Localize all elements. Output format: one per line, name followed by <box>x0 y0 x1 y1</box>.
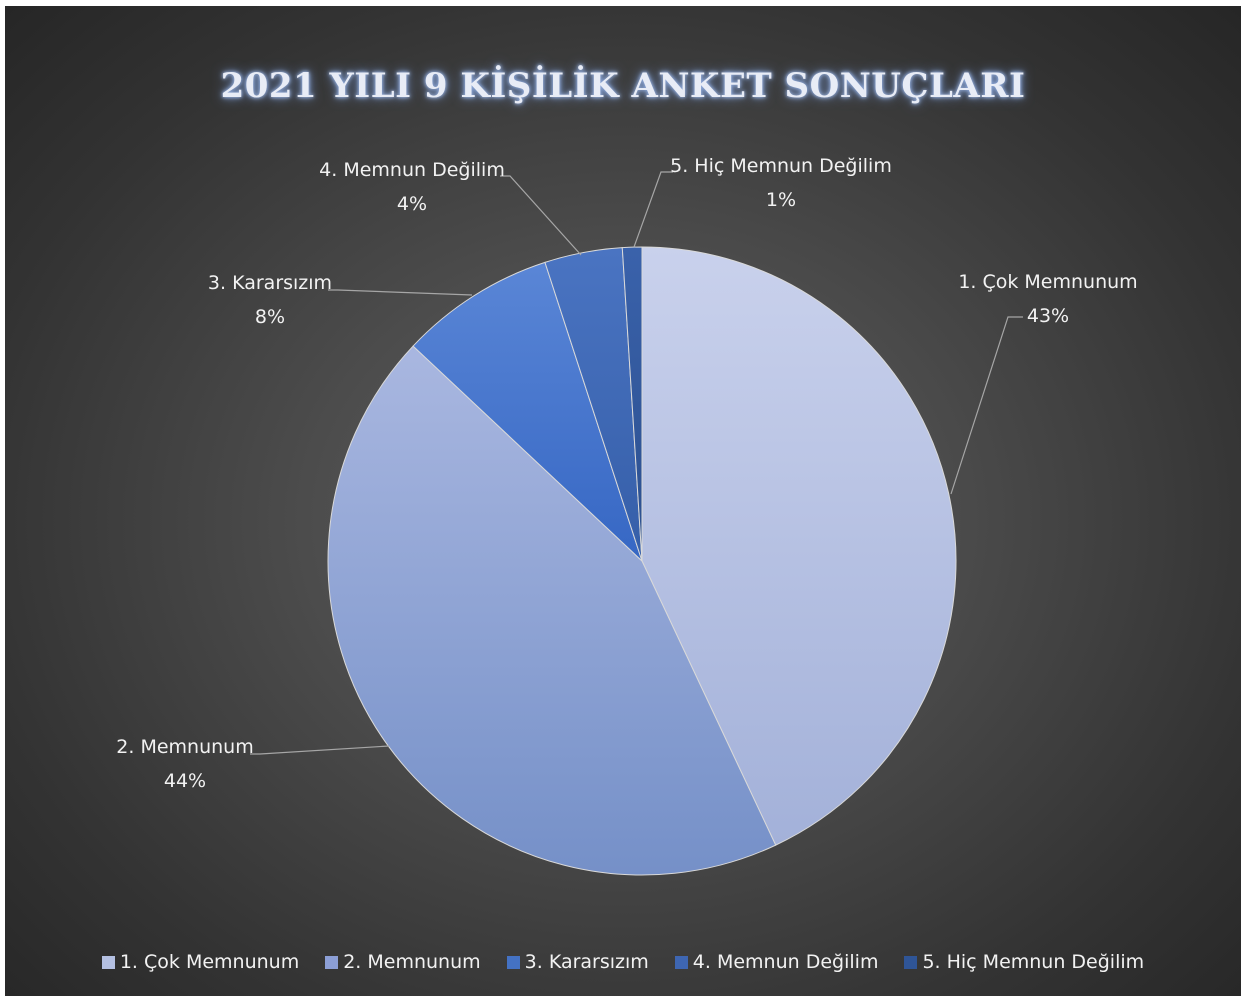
legend-label-1: 1. Çok Memnunum <box>119 951 300 973</box>
legend-label-3: 3. Kararsızım <box>524 951 649 973</box>
data-label-value-3: 8% <box>255 306 285 328</box>
data-label-value-2: 44% <box>164 770 206 792</box>
data-label-value-1: 43% <box>1027 305 1069 327</box>
data-label-category-4: 4. Memnun Değilim <box>319 159 505 181</box>
data-label-category-3: 3. Kararsızım <box>208 272 332 294</box>
leader-line-5 <box>633 171 673 248</box>
data-label-category-1: 1. Çok Memnunum <box>958 271 1137 293</box>
pie-slice-3 <box>412 261 643 562</box>
pie-chart: 1. Çok Memnunum 43% 2. Memnunum 44% 3. Karar… <box>116 155 1138 876</box>
legend-label-2: 2. Memnunum <box>343 951 481 973</box>
legend-item-3: 3. Kararsızım <box>506 951 649 973</box>
legend-item-5: 5. Hiç Memnun Değilim <box>904 951 1144 973</box>
chart-title: 2021 YILI 9 KİŞİLİK ANKET SONUÇLARI <box>220 66 1026 106</box>
chart-area: 2021 YILI 9 KİŞİLİK ANKET SONUÇLARI <box>5 6 1241 996</box>
data-label-category-5: 5. Hiç Memnun Değilim <box>670 155 892 177</box>
legend-swatch-4 <box>674 955 688 969</box>
legend-item-1: 1. Çok Memnunum <box>101 951 300 973</box>
legend-swatch-5 <box>904 955 918 969</box>
pie-slice-5 <box>621 246 643 562</box>
legend-item-2: 2. Memnunum <box>325 951 481 973</box>
leader-line-4 <box>500 175 582 256</box>
leader-line-1 <box>950 316 1023 495</box>
legend-label-5: 5. Hiç Memnun Değilim <box>922 951 1145 973</box>
data-label-value-5: 1% <box>766 189 796 211</box>
pie-slice-1 <box>641 246 957 846</box>
legend-item-4: 4. Memnun Değilim <box>674 951 879 973</box>
legend: 1. Çok Memnunum 2. Memnunum 3. Kararsızım 4… <box>5 951 1241 973</box>
data-label-value-4: 4% <box>397 193 427 215</box>
leader-line-2 <box>250 745 390 755</box>
legend-swatch-1 <box>101 955 115 969</box>
legend-swatch-3 <box>506 955 520 969</box>
leader-line-3 <box>328 289 473 296</box>
legend-swatch-2 <box>325 955 339 969</box>
legend-label-4: 4. Memnun Değilim <box>692 951 879 973</box>
data-label-category-2: 2. Memnunum <box>116 736 253 758</box>
